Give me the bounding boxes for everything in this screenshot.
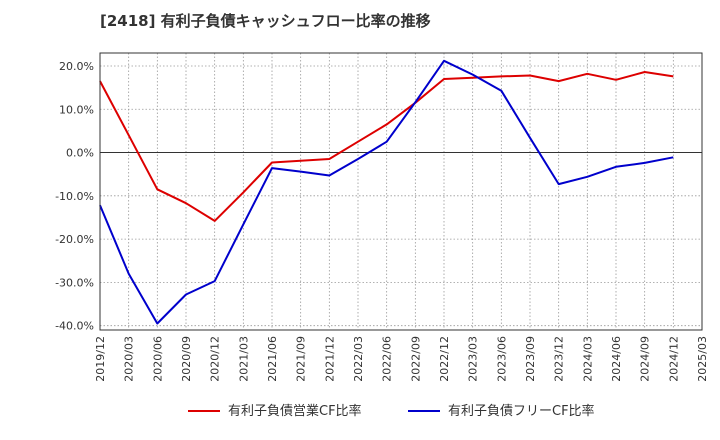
x-tick-label: 2021/06 [266, 336, 279, 382]
x-tick-label: 2023/06 [495, 336, 508, 382]
legend-label-1: 有利子負債営業CF比率 [228, 403, 362, 419]
series-line-1 [99, 71, 674, 222]
x-tick-label: 2020/09 [180, 336, 193, 382]
x-tick-label: 2024/03 [581, 336, 594, 382]
y-tick-label: 20.0% [59, 60, 94, 73]
legend-label-2: 有利子負債フリーCF比率 [448, 403, 595, 419]
x-tick-label: 2021/09 [295, 336, 308, 382]
axes: 20.0%10.0%0.0%-10.0%-20.0%-30.0%-40.0%20… [55, 52, 709, 382]
y-tick-label: 10.0% [59, 103, 94, 116]
x-tick-label: 2020/12 [209, 336, 222, 382]
y-tick-label: -10.0% [55, 190, 94, 203]
plot-frame [99, 52, 703, 331]
x-tick-label: 2022/12 [438, 336, 451, 382]
x-tick-label: 2019/12 [94, 336, 107, 382]
x-tick-label: 2023/03 [467, 336, 480, 382]
series-layer [99, 59, 674, 325]
x-tick-label: 2020/06 [151, 336, 164, 382]
x-tick-label: 2022/03 [352, 336, 365, 382]
x-tick-label: 2022/06 [381, 336, 394, 382]
y-tick-label: -30.0% [55, 276, 94, 289]
grid-lines [99, 53, 703, 330]
x-tick-label: 2024/12 [667, 336, 680, 382]
y-tick-label: -20.0% [55, 233, 94, 246]
x-tick-label: 2023/12 [553, 336, 566, 382]
x-tick-label: 2024/09 [639, 336, 652, 382]
x-tick-label: 2023/09 [524, 336, 537, 382]
y-tick-label: 0.0% [66, 147, 94, 160]
series-line-2 [99, 59, 674, 325]
x-tick-label: 2024/06 [610, 336, 623, 382]
x-tick-label: 2020/03 [123, 336, 136, 382]
x-tick-label: 2022/09 [409, 336, 422, 382]
x-tick-label: 2025/03 [696, 336, 709, 382]
y-tick-label: -40.0% [55, 320, 94, 333]
x-tick-label: 2021/12 [323, 336, 336, 382]
chart-title: [2418] 有利子負債キャッシュフロー比率の推移 [100, 12, 431, 30]
x-tick-label: 2021/03 [237, 336, 250, 382]
legend: 有利子負債営業CF比率 有利子負債フリーCF比率 [188, 403, 595, 419]
plot-area [100, 53, 702, 330]
